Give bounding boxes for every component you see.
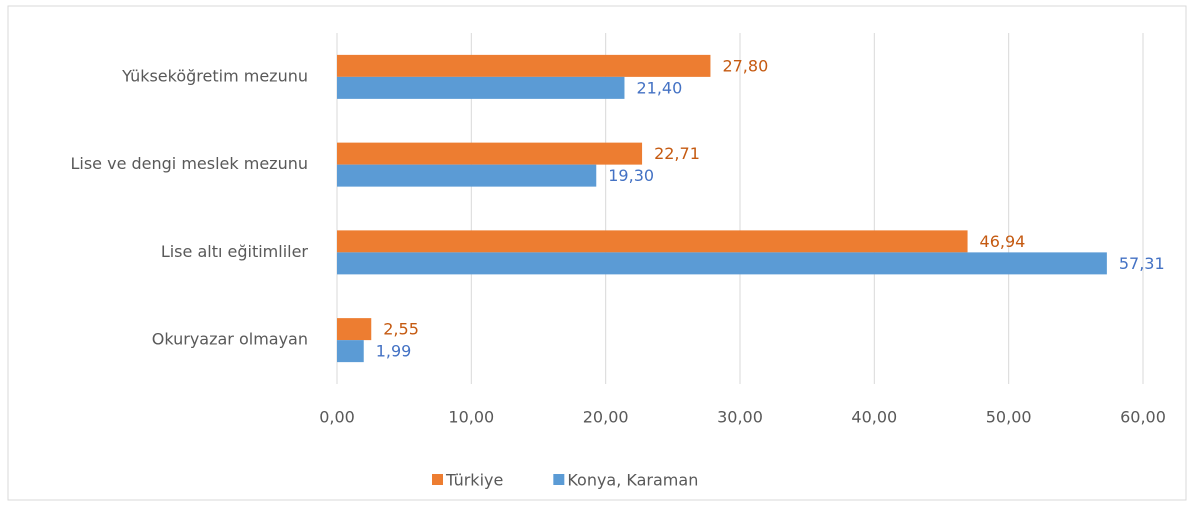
legend-swatch [553, 474, 565, 485]
x-tick-label: 40,00 [851, 408, 897, 427]
value-label: 46,94 [980, 232, 1026, 251]
bar [337, 54, 711, 77]
bar [337, 340, 364, 363]
bar [337, 142, 643, 165]
y-tick-label: Okuryazar olmayan [152, 330, 308, 349]
y-tick-label: Lise altı eğitimliler [161, 242, 309, 261]
x-tick-label: 50,00 [986, 408, 1032, 427]
value-label: 21,40 [636, 78, 682, 97]
bar [337, 252, 1107, 275]
bar [337, 164, 597, 187]
bar [337, 230, 968, 253]
y-tick-label: Yükseköğretim mezunu [121, 66, 308, 85]
value-label: 27,80 [722, 56, 768, 75]
legend-label: Türkiye [445, 471, 503, 490]
legend-swatch [432, 474, 443, 485]
value-label: 57,31 [1119, 254, 1165, 273]
value-label: 19,30 [608, 166, 654, 185]
value-label: 1,99 [376, 342, 412, 361]
x-tick-label: 30,00 [717, 408, 763, 427]
x-tick-label: 20,00 [583, 408, 629, 427]
bar [337, 76, 625, 99]
x-tick-label: 0,00 [319, 408, 355, 427]
legend-label: Konya, Karaman [567, 471, 698, 490]
value-label: 22,71 [654, 144, 700, 163]
x-tick-label: 10,00 [448, 408, 494, 427]
x-tick-label: 60,00 [1120, 408, 1166, 427]
bar [337, 318, 372, 341]
value-label: 2,55 [383, 320, 419, 339]
y-tick-label: Lise ve dengi meslek mezunu [70, 154, 308, 173]
